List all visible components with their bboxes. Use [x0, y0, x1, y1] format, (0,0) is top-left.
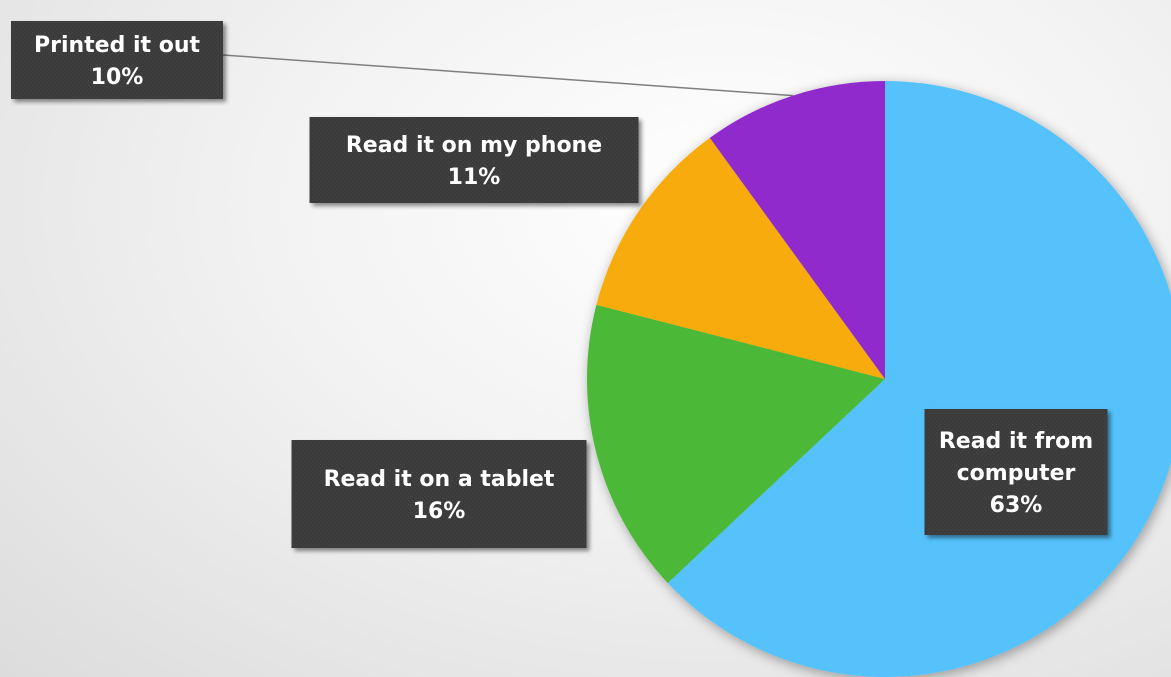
data-label-value: 11%	[448, 165, 501, 190]
data-label-read-it-on-a-tablet: Read it on a tablet 16%	[291, 440, 587, 548]
leader-line-printed-it-out	[222, 54, 793, 97]
data-label-category: Read it from	[939, 429, 1093, 454]
data-labels: Read it from computer 63% Read it on a tabl…	[11, 21, 1108, 548]
data-label-box	[11, 21, 223, 99]
data-label-category: Printed it out	[34, 33, 201, 58]
data-label-printed-it-out: Printed it out 10%	[11, 21, 223, 99]
data-label-category: Read it on a tablet	[324, 467, 555, 492]
data-label-read-it-from-computer: Read it from computer 63%	[924, 409, 1108, 535]
data-label-category: Read it on my phone	[346, 133, 602, 158]
data-label-read-it-on-my-phone: Read it on my phone 11%	[309, 117, 639, 203]
data-label-box	[924, 409, 1108, 535]
pie-slice-printed-it-out	[709, 81, 885, 379]
pie-slices	[586, 81, 1171, 677]
data-label-box	[309, 117, 639, 203]
data-label-category: computer	[957, 461, 1076, 486]
pie-slice-read-it-on-my-phone	[596, 137, 885, 379]
pie-slice-read-it-on-a-tablet	[586, 304, 885, 583]
data-label-value: 63%	[990, 493, 1043, 518]
data-label-value: 10%	[91, 65, 144, 90]
data-label-value: 16%	[413, 499, 466, 524]
leader-lines	[222, 54, 793, 97]
data-label-box	[291, 440, 587, 548]
